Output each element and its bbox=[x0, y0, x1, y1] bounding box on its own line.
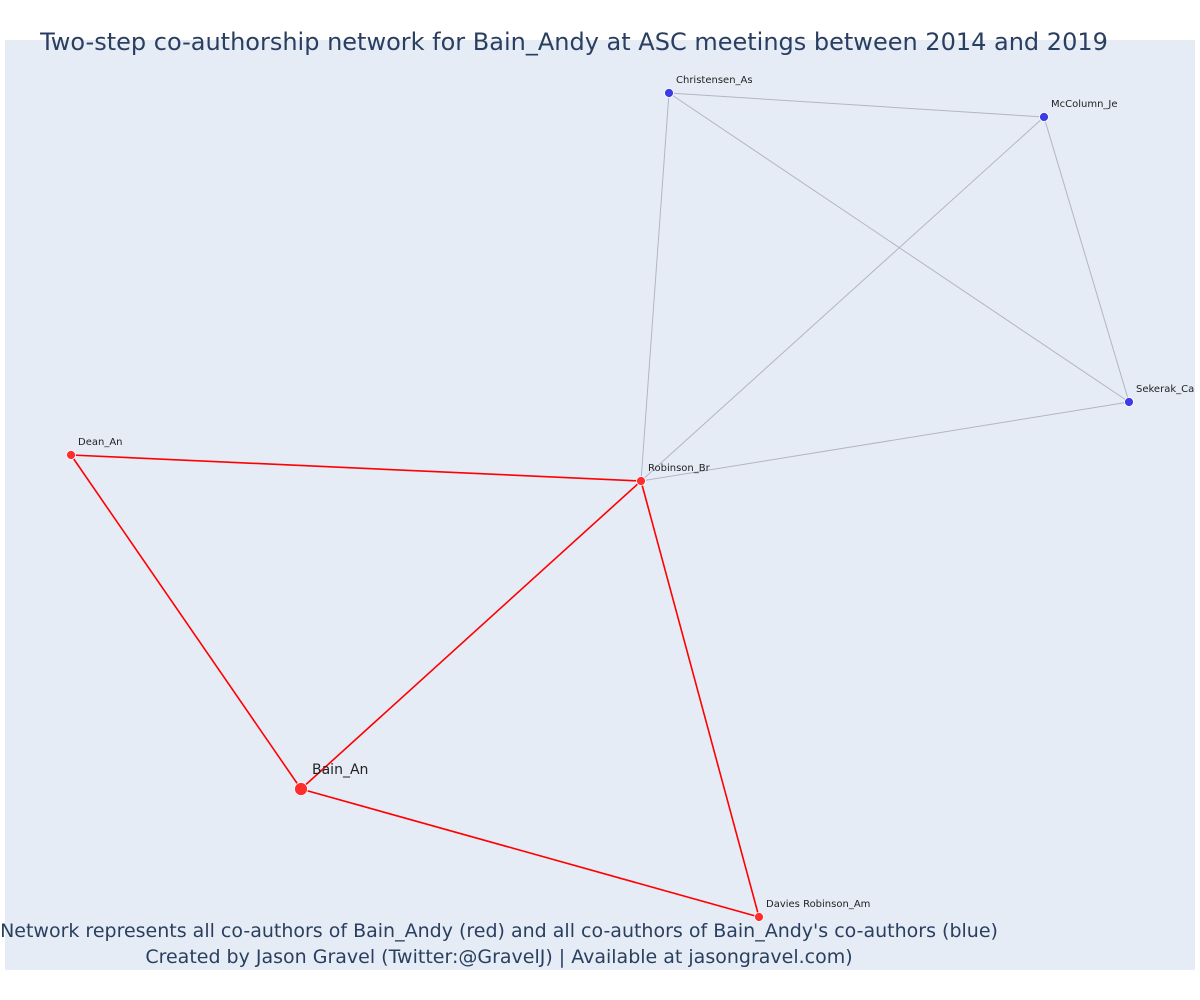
nodes-layer bbox=[66, 88, 1134, 922]
plot-area bbox=[5, 40, 1195, 970]
node-label-mccolumn-je: McColumn_Je bbox=[1051, 99, 1118, 110]
node-label-davies-robinson-am: Davies Robinson_Am bbox=[766, 899, 870, 910]
edge-dean-an-bain-an bbox=[70, 454, 302, 790]
edge-christensen-as-mccolumn-je bbox=[668, 92, 1045, 118]
edge-bain-an-davies-robinson-am bbox=[300, 788, 760, 918]
footer-line-2: Created by Jason Gravel (Twitter:@Gravel… bbox=[145, 946, 853, 968]
edge-dean-an-robinson-br bbox=[70, 454, 642, 482]
edge-robinson-br-davies-robinson-am bbox=[640, 480, 760, 918]
node-label-dean-an: Dean_An bbox=[78, 437, 123, 448]
edge-mccolumn-je-robinson-br bbox=[640, 116, 1045, 482]
labels-layer: Bain_An Dean_An Robinson_Br Davies Robinson… bbox=[78, 75, 1194, 910]
node-davies-robinson-am[interactable] bbox=[754, 912, 764, 922]
node-dean-an[interactable] bbox=[66, 450, 76, 460]
node-label-sekerak-ca: Sekerak_Ca bbox=[1136, 384, 1194, 395]
edge-mccolumn-je-sekerak-ca bbox=[1043, 116, 1130, 403]
node-label-robinson-br: Robinson_Br bbox=[648, 463, 711, 474]
node-bain-an[interactable] bbox=[294, 782, 308, 796]
node-mccolumn-je[interactable] bbox=[1039, 112, 1049, 122]
edge-sekerak-ca-robinson-br bbox=[640, 401, 1130, 482]
edges-layer bbox=[70, 92, 1130, 918]
edge-christensen-as-robinson-br bbox=[640, 92, 670, 482]
node-christensen-as[interactable] bbox=[664, 88, 674, 98]
edge-bain-an-robinson-br bbox=[300, 480, 642, 790]
node-label-christensen-as: Christensen_As bbox=[676, 75, 753, 86]
node-label-bain-an: Bain_An bbox=[312, 762, 368, 778]
footer-line-1: Network represents all co-authors of Bai… bbox=[0, 920, 998, 942]
node-sekerak-ca[interactable] bbox=[1124, 397, 1134, 407]
footer-caption: Network represents all co-authors of Bai… bbox=[0, 918, 998, 970]
chart-title: Two-step co-authorship network for Bain_… bbox=[40, 28, 1108, 56]
node-robinson-br[interactable] bbox=[636, 476, 646, 486]
